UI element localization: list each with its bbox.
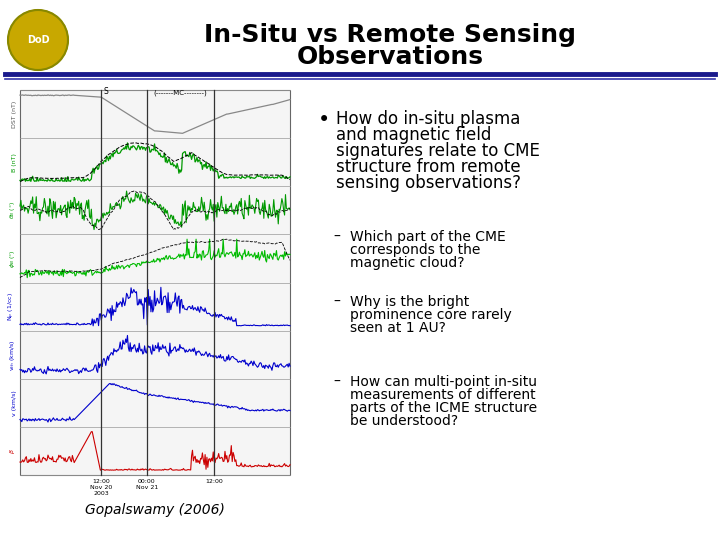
- Text: 12:00
Nov 20
2003: 12:00 Nov 20 2003: [90, 479, 112, 496]
- Text: –: –: [333, 230, 340, 244]
- Text: DoD: DoD: [27, 35, 49, 45]
- Text: –: –: [333, 295, 340, 309]
- Text: structure from remote: structure from remote: [336, 158, 521, 176]
- Text: Observations: Observations: [297, 45, 484, 69]
- Text: How can multi-point in-situ: How can multi-point in-situ: [350, 375, 537, 389]
- FancyBboxPatch shape: [20, 90, 290, 475]
- Text: Which part of the CME: Which part of the CME: [350, 230, 505, 244]
- Text: and magnetic field: and magnetic field: [336, 126, 491, 144]
- Text: 12:00: 12:00: [205, 479, 223, 484]
- Text: $\beta$: $\beta$: [8, 448, 17, 454]
- Text: seen at 1 AU?: seen at 1 AU?: [350, 321, 446, 335]
- Text: sensing observations?: sensing observations?: [336, 174, 521, 192]
- Text: How do in-situ plasma: How do in-situ plasma: [336, 110, 521, 128]
- Text: be understood?: be understood?: [350, 414, 458, 428]
- Text: Why is the bright: Why is the bright: [350, 295, 469, 309]
- Text: S: S: [103, 87, 108, 96]
- Text: DST (nT): DST (nT): [12, 100, 17, 127]
- Text: corresponds to the: corresponds to the: [350, 243, 480, 257]
- Text: $\theta_B$ (°): $\theta_B$ (°): [8, 201, 17, 219]
- Text: 00:00
Nov 21: 00:00 Nov 21: [136, 479, 158, 490]
- Text: measurements of different: measurements of different: [350, 388, 536, 402]
- Text: –: –: [333, 375, 340, 389]
- Text: (-------MC--------): (-------MC--------): [154, 89, 207, 96]
- Text: In-Situ vs Remote Sensing: In-Situ vs Remote Sensing: [204, 23, 576, 47]
- Circle shape: [8, 10, 68, 70]
- Text: magnetic cloud?: magnetic cloud?: [350, 256, 464, 270]
- Text: signatures relate to CME: signatures relate to CME: [336, 142, 540, 160]
- Text: Gopalswamy (2006): Gopalswamy (2006): [85, 503, 225, 517]
- Text: v (km/s): v (km/s): [12, 390, 17, 416]
- Text: prominence core rarely: prominence core rarely: [350, 308, 512, 322]
- Text: $\phi_B$ (°): $\phi_B$ (°): [8, 249, 17, 268]
- Text: •: •: [318, 110, 330, 130]
- Text: parts of the ICME structure: parts of the ICME structure: [350, 401, 537, 415]
- Text: N$_p$ (1/cc): N$_p$ (1/cc): [6, 292, 17, 321]
- Text: v$_{th}$ (km/s): v$_{th}$ (km/s): [8, 339, 17, 370]
- Text: B (nT): B (nT): [12, 153, 17, 172]
